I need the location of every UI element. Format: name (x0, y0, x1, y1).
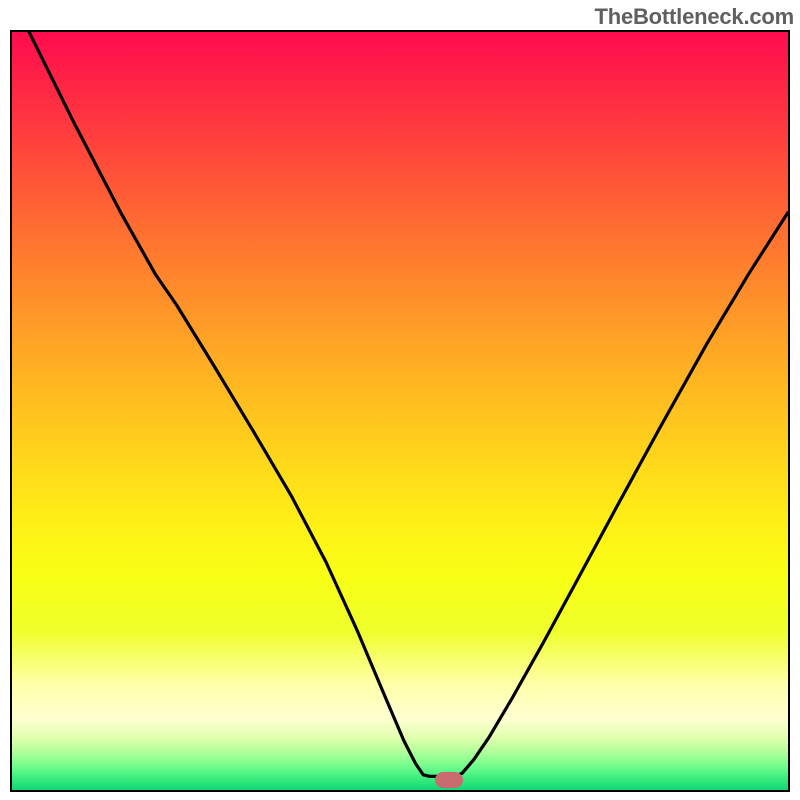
curve-layer (12, 32, 788, 790)
bottleneck-curve (29, 32, 788, 776)
watermark-text: TheBottleneck.com (594, 4, 794, 30)
optimum-marker (435, 772, 463, 788)
plot-area (10, 30, 790, 792)
chart-container: TheBottleneck.com (0, 0, 800, 800)
